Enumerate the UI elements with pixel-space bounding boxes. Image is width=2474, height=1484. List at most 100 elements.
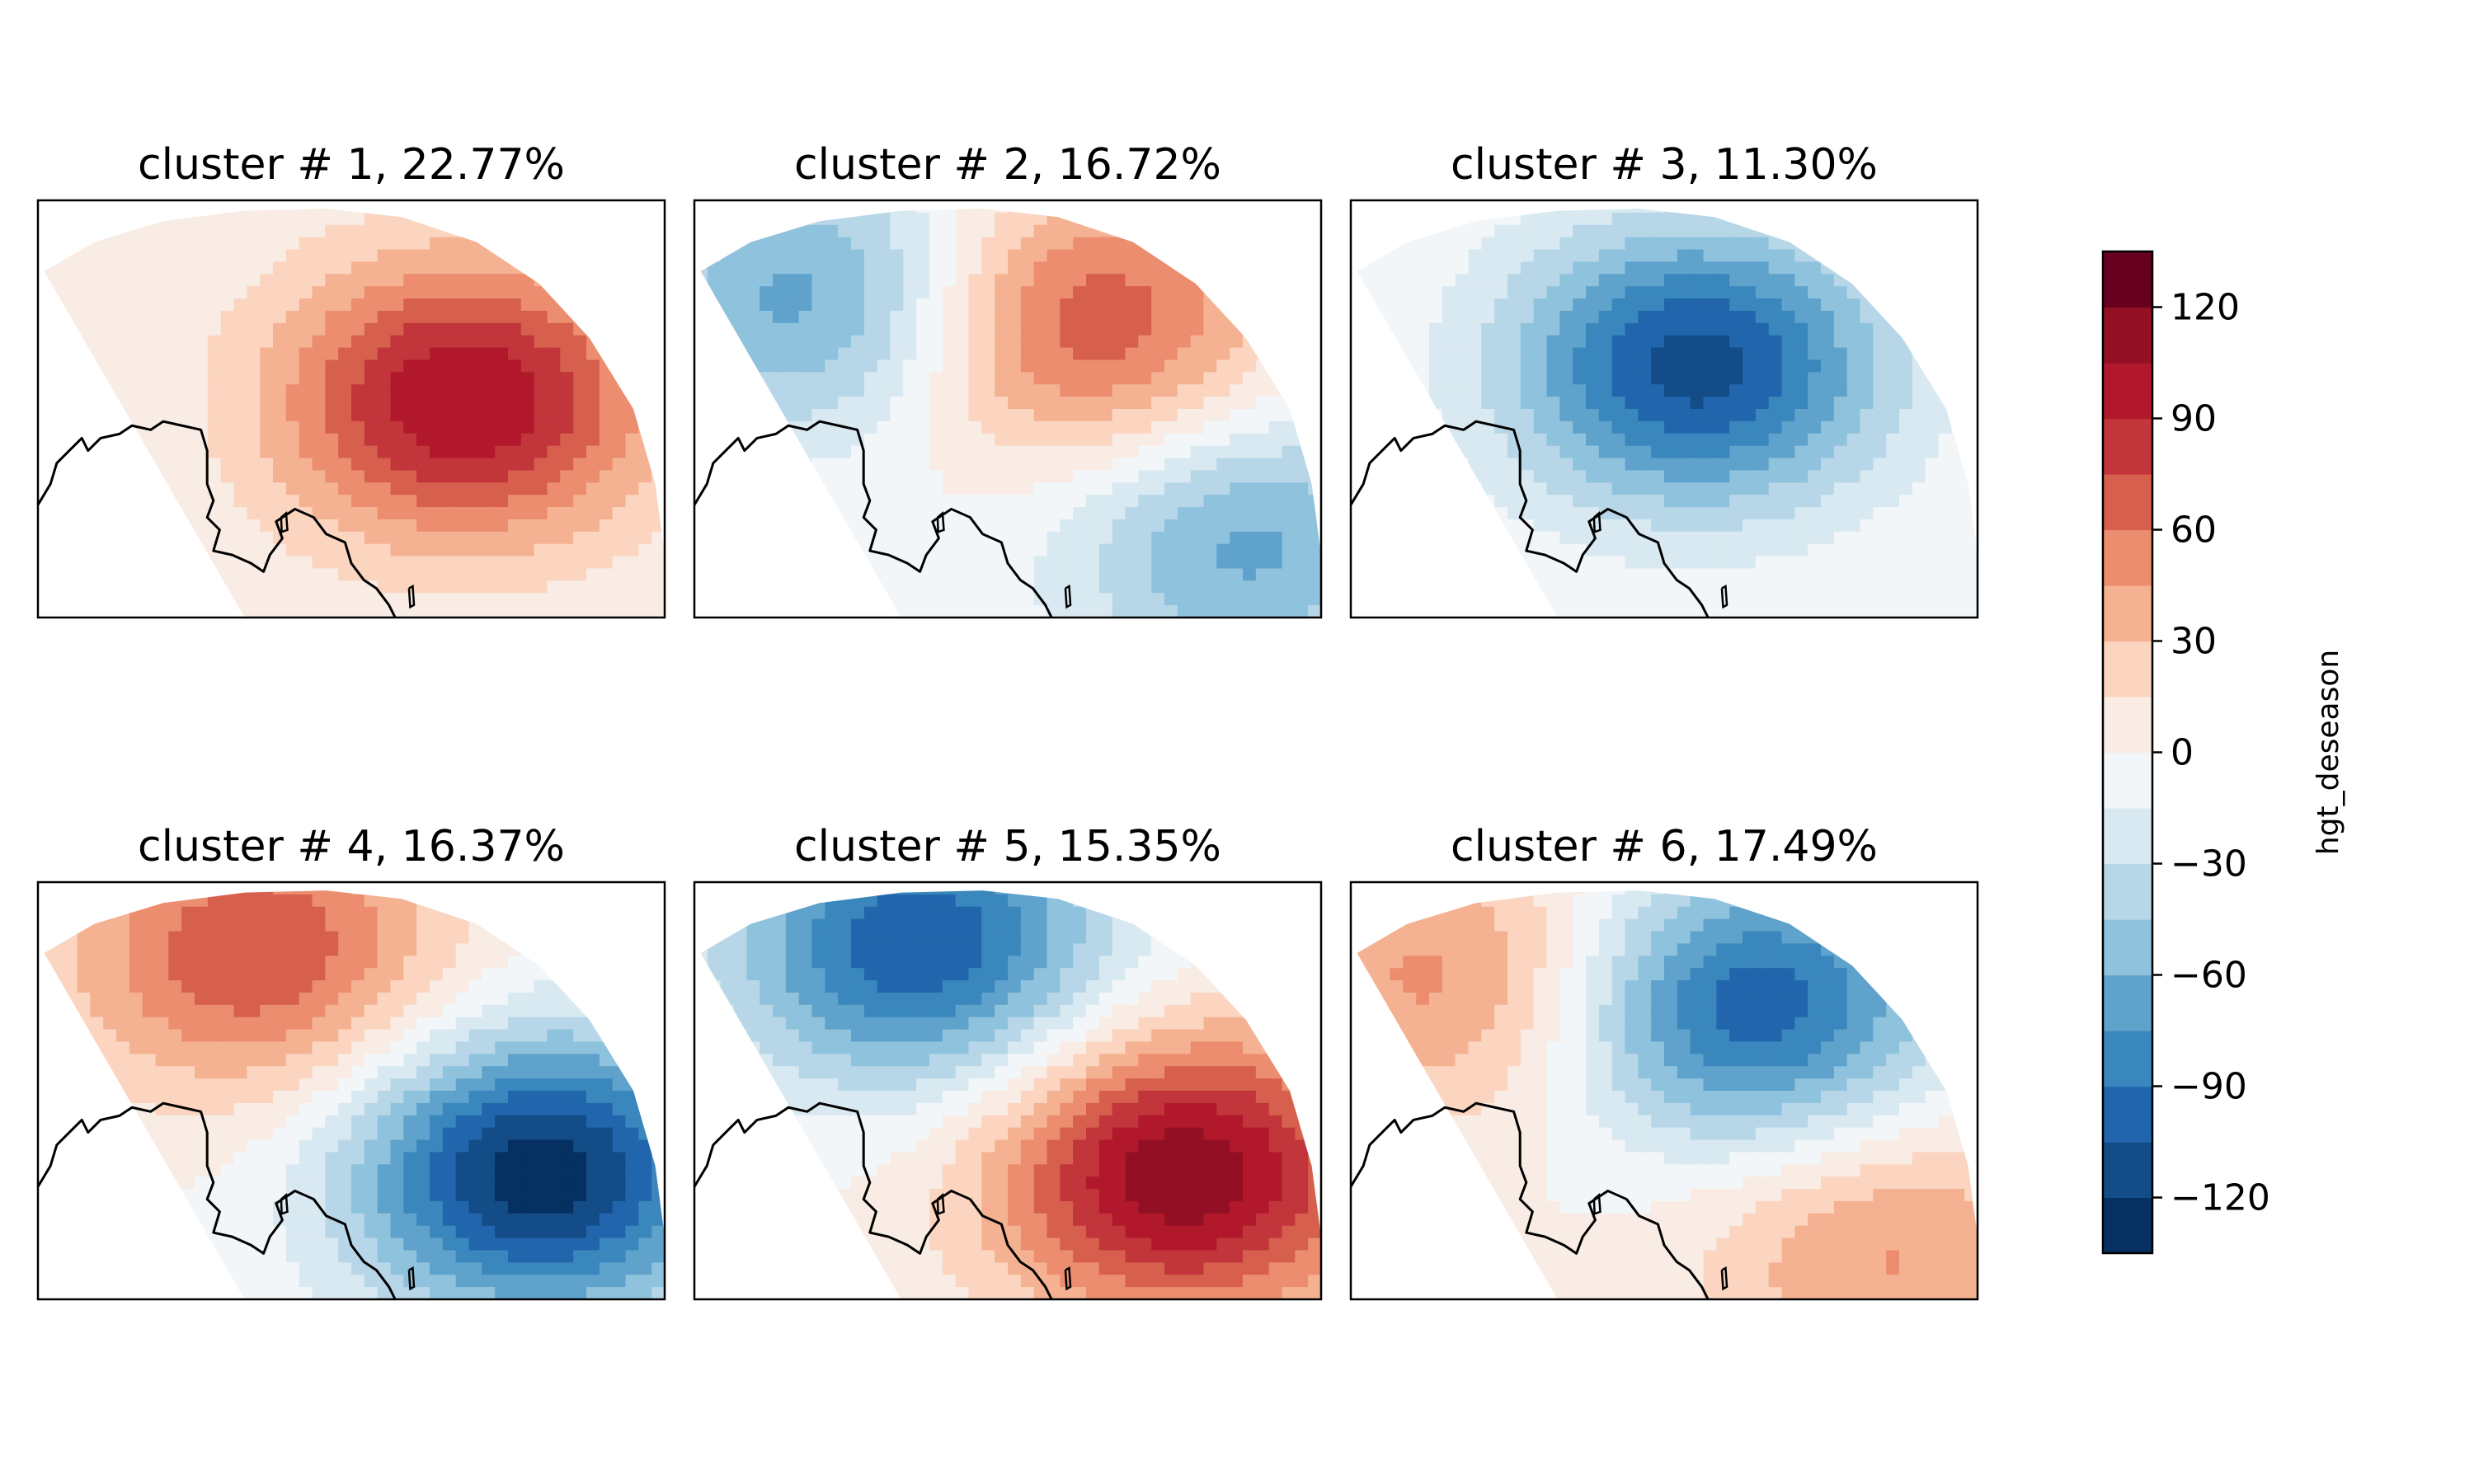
contour-cell [720, 384, 735, 397]
contour-cell [916, 470, 930, 484]
contour-cell [63, 420, 78, 434]
contour-cell [1781, 470, 1796, 484]
contour-cell [1416, 274, 1430, 287]
contour-cell [1520, 359, 1535, 373]
contour-cell [1886, 397, 1900, 410]
contour-cell [351, 482, 365, 495]
contour-cell [1611, 580, 1626, 594]
contour-cell [1390, 322, 1404, 336]
contour-cell [1125, 237, 1140, 251]
contour-cell [1899, 249, 1913, 263]
contour-cell [1625, 433, 1639, 447]
contour-cell [103, 519, 117, 533]
contour-cell [1808, 384, 1822, 397]
contour-cell [863, 568, 878, 582]
contour-cell [233, 894, 248, 908]
contour-cell [1651, 249, 1665, 263]
contour-cell [1033, 249, 1048, 263]
contour-cell [1598, 531, 1613, 545]
contour-cell [903, 568, 917, 582]
contour-cell [1255, 397, 1270, 410]
contour-cell [1177, 495, 1192, 508]
contour-cell [1403, 322, 1417, 336]
contour-cell [733, 580, 748, 594]
contour-cell [1190, 420, 1205, 434]
contour-cell [1794, 482, 1808, 495]
contour-cell [377, 249, 392, 263]
contour-cell [1611, 372, 1626, 386]
contour-cell [1690, 372, 1705, 386]
contour-cell [955, 372, 970, 386]
contour-cell [142, 224, 157, 238]
contour-cell [785, 409, 800, 422]
contour-cell [1716, 409, 1730, 422]
contour-cell [1125, 482, 1140, 495]
contour-cell [651, 384, 666, 397]
contour-cell [442, 470, 457, 484]
contour-cell [1125, 212, 1140, 226]
contour-cell [390, 568, 405, 582]
contour-cell [1690, 209, 1705, 214]
contour-cell [955, 556, 970, 570]
contour-cell [390, 470, 405, 484]
contour-cell [155, 495, 170, 508]
contour-cell [1781, 224, 1796, 238]
contour-cell [312, 580, 327, 594]
contour-cell [77, 556, 92, 570]
contour-cell [195, 458, 209, 472]
contour-cell [534, 261, 548, 275]
contour-cell [1703, 384, 1718, 397]
contour-cell [1308, 372, 1321, 386]
contour-cell [1781, 420, 1796, 434]
contour-cell [1860, 519, 1874, 533]
contour-cell [416, 433, 430, 447]
contour-cell [1873, 495, 1887, 508]
contour-cell [482, 310, 496, 324]
contour-cell [1821, 212, 1835, 226]
contour-cell [733, 470, 748, 484]
contour-cell [442, 249, 457, 263]
contour-cell [1507, 384, 1522, 397]
contour-cell [1073, 249, 1087, 263]
contour-cell [338, 310, 352, 324]
contour-cell [403, 359, 417, 373]
contour-cell [168, 209, 182, 214]
contour-cell [1573, 274, 1587, 287]
contour-cell [1833, 543, 1848, 557]
contour-cell [1677, 458, 1691, 472]
contour-cell [1716, 556, 1730, 570]
contour-cell [825, 274, 839, 287]
contour-cell [273, 237, 287, 251]
contour-cell [1363, 458, 1378, 472]
contour-cell [586, 531, 600, 545]
contour-cell [625, 433, 640, 447]
contour-cell [1008, 298, 1022, 312]
contour-cell [1703, 531, 1718, 545]
contour-cell [798, 310, 813, 324]
contour-cell [1190, 397, 1205, 410]
contour-cell [142, 543, 157, 557]
contour-cell [733, 420, 748, 434]
contour-cell [285, 286, 300, 299]
contour-cell [1282, 543, 1296, 557]
contour-cell [155, 298, 170, 312]
contour-cell [955, 347, 970, 361]
contour-cell [1295, 605, 1309, 618]
contour-cell [1086, 495, 1100, 508]
contour-cell [1230, 470, 1244, 484]
contour-cell [760, 322, 774, 336]
contour-cell [468, 249, 483, 263]
contour-cell [1755, 568, 1770, 582]
contour-cell [390, 397, 405, 410]
contour-cell [247, 372, 261, 386]
contour-cell [442, 495, 457, 508]
contour-cell [1964, 224, 1978, 238]
contour-cell [1716, 531, 1730, 545]
contour-cell [508, 322, 522, 336]
contour-cell [129, 482, 143, 495]
contour-cell [1073, 568, 1087, 582]
contour-cell [338, 894, 352, 908]
contour-cell [599, 347, 614, 361]
contour-cell [1755, 409, 1770, 422]
contour-cell [1925, 580, 1940, 594]
